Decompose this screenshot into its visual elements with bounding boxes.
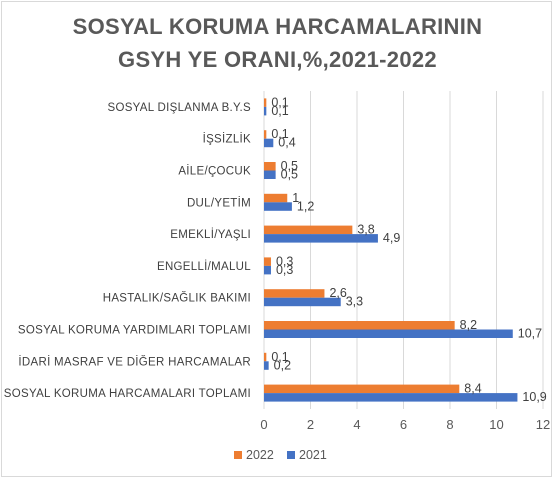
- x-axis-ticks: 0 2 4 6 8 10 12: [260, 417, 550, 432]
- data-label-2021: 3,3: [346, 295, 363, 309]
- category-label: AİLE/ÇOCUK: [178, 165, 251, 178]
- bar-2021: [264, 107, 266, 116]
- legend-label-2021: 2021: [299, 448, 327, 462]
- data-label-2022: 2,6: [329, 286, 346, 300]
- category-label: İŞSİZLİK: [203, 133, 251, 146]
- data-label-2021: 0,2: [274, 358, 291, 372]
- data-label-2021: 0,5: [281, 168, 298, 182]
- data-label-2022: 3,8: [357, 223, 374, 237]
- bar-2021: [264, 171, 276, 180]
- category-label: ENGELLİ/MALUL: [157, 260, 251, 273]
- data-label-2021: 4,9: [383, 231, 400, 245]
- bar-2022: [264, 353, 266, 362]
- x-tick-label: 2: [307, 417, 314, 432]
- bar-2021: [264, 266, 271, 275]
- data-label-2021: 0,1: [271, 104, 288, 118]
- category-labels: SOSYAL DIŞLANMA B.Y.S İŞSİZLİK AİLE/ÇOCUK D…: [4, 102, 252, 400]
- bar-2022: [264, 257, 271, 266]
- bar-2022: [264, 226, 352, 235]
- data-label-2021: 0,4: [278, 136, 295, 150]
- category-label: DUL/YETİM: [187, 196, 251, 209]
- data-labels: 0,10,10,10,40,50,511,23,84,90,30,32,63,3…: [271, 95, 546, 404]
- category-label: EMEKLİ/YAŞLI: [170, 228, 251, 241]
- category-label: HASTALIK/SAĞLIK BAKIMI: [103, 292, 251, 305]
- x-tick-label: 12: [536, 417, 550, 432]
- bar-2021: [264, 361, 269, 370]
- data-label-2021: 10,7: [518, 327, 542, 341]
- bar-2022: [264, 385, 459, 394]
- x-tick-label: 0: [260, 417, 267, 432]
- bar-2022: [264, 289, 324, 298]
- bar-2022: [264, 162, 276, 171]
- bar-2022: [264, 98, 266, 107]
- legend-label-2022: 2022: [246, 448, 274, 462]
- legend: 2022 2021: [234, 448, 327, 462]
- x-tick-label: 4: [353, 417, 360, 432]
- data-label-2022: 8,2: [460, 318, 477, 332]
- category-label: SOSYAL KORUMA HARCAMALARI TOPLAMI: [4, 388, 251, 400]
- bar-2022: [264, 321, 455, 330]
- bar-2022: [264, 194, 287, 203]
- data-label-2021: 1,2: [297, 199, 314, 213]
- bar-2022: [264, 130, 266, 139]
- x-tick-label: 10: [489, 417, 503, 432]
- bar-2021: [264, 202, 292, 211]
- legend-swatch-2021: [287, 451, 295, 459]
- data-label-2021: 10,9: [522, 390, 546, 404]
- x-tick-label: 8: [446, 417, 453, 432]
- category-label: SOSYAL DIŞLANMA B.Y.S: [107, 102, 251, 114]
- legend-swatch-2022: [234, 451, 242, 459]
- bars: [264, 98, 517, 401]
- category-label: SOSYAL KORUMA YARDIMLARI TOPLAMI: [18, 325, 251, 337]
- x-tick-label: 6: [400, 417, 407, 432]
- category-label: İDARİ MASRAF VE DİĞER HARCAMALAR: [18, 355, 251, 368]
- gridlines: [264, 91, 543, 409]
- data-label-2021: 0,3: [276, 263, 293, 277]
- data-label-2022: 8,4: [464, 382, 481, 396]
